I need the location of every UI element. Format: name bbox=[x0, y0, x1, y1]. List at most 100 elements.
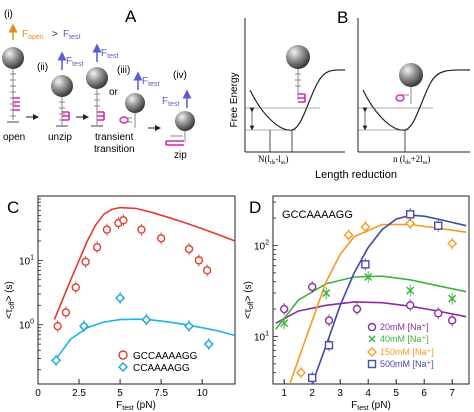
panel-b-ylabel: Free Energy bbox=[229, 72, 240, 127]
data-point-2-2 bbox=[360, 221, 371, 232]
legend-c-label-0: GCCAAAAGG bbox=[133, 351, 198, 362]
data-point-3-0 bbox=[308, 373, 317, 383]
step-label-iii: (iii) bbox=[117, 65, 130, 76]
data-point-1-2 bbox=[364, 272, 373, 282]
y-tick-label: 101 bbox=[19, 254, 34, 267]
panel-a: A (i) Fopen > Ftest open (ii) Ftest unzi… bbox=[2, 7, 195, 161]
legend-d-marker-0 bbox=[367, 322, 377, 332]
data-point-0-10 bbox=[184, 244, 194, 254]
series-line-7 bbox=[311, 214, 467, 384]
data-point-1-3 bbox=[141, 314, 152, 325]
data-point-3-4 bbox=[434, 221, 443, 230]
force-open-label: Fopen bbox=[22, 29, 44, 41]
x-tick-label: 5 bbox=[117, 388, 123, 399]
state-zip: zip bbox=[174, 150, 187, 161]
data-point-3-1 bbox=[324, 341, 334, 350]
panel-c-plot-frame bbox=[37, 195, 236, 385]
panel-b-tick-right: n (lds+2lss) bbox=[393, 154, 430, 166]
data-point-2-0 bbox=[296, 367, 306, 378]
panel-a-letter: A bbox=[125, 7, 137, 26]
gt-sign: > bbox=[52, 29, 58, 40]
state-open: open bbox=[3, 132, 25, 143]
state-transition: transition bbox=[94, 144, 135, 155]
svg-text:Ftest: Ftest bbox=[101, 48, 118, 60]
svg-text:Ftest: Ftest bbox=[162, 96, 179, 108]
data-point-0-9 bbox=[156, 234, 166, 243]
x-tick-label: 2.5 bbox=[72, 388, 86, 399]
data-point-1-1 bbox=[322, 289, 331, 298]
hairpin-unzip bbox=[62, 111, 70, 121]
data-point-0-4 bbox=[406, 301, 415, 310]
svg-text:Ftest: Ftest bbox=[142, 76, 159, 88]
svg-text:Ftest: Ftest bbox=[66, 56, 83, 68]
panel-d-plot-frame bbox=[272, 195, 470, 385]
legend-d-label-0: 20mM [Na⁺] bbox=[380, 322, 429, 332]
step-label-ii: (ii) bbox=[37, 62, 48, 73]
data-point-0-5 bbox=[434, 309, 443, 318]
data-point-0-6 bbox=[448, 316, 457, 325]
panel-d-xlabel: Ftest (pN) bbox=[351, 400, 391, 412]
data-point-0-12 bbox=[202, 266, 212, 275]
legend-c-label-1: CCAAAAGG bbox=[133, 363, 190, 374]
data-point-0-1 bbox=[308, 282, 317, 292]
data-point-0-8 bbox=[137, 225, 146, 234]
data-point-1-0 bbox=[280, 319, 289, 328]
bead-open bbox=[2, 47, 24, 69]
or-label: or bbox=[109, 87, 119, 98]
hairpin-zip bbox=[166, 140, 184, 146]
data-point-1-5 bbox=[203, 339, 214, 350]
data-point-1-0 bbox=[51, 355, 62, 366]
data-point-0-1 bbox=[61, 308, 71, 317]
hairpin-open bbox=[13, 97, 20, 111]
legend-d-label-3: 500mM [Na⁺] bbox=[380, 359, 434, 369]
series-line-2 bbox=[53, 206, 235, 320]
data-point-0-3 bbox=[352, 304, 362, 314]
data-point-2-4 bbox=[447, 238, 458, 249]
legend-d-marker-2 bbox=[367, 347, 377, 357]
data-point-0-2 bbox=[324, 316, 334, 325]
data-point-2-3 bbox=[405, 218, 416, 229]
panel-c-xlabel: Ftest (pN) bbox=[116, 400, 156, 412]
legend-c-marker-1 bbox=[118, 362, 128, 372]
data-point-0-5 bbox=[102, 225, 112, 234]
x-tick-label: 7 bbox=[449, 388, 455, 399]
x-tick-label: 4 bbox=[365, 388, 371, 399]
data-point-0-0 bbox=[53, 321, 62, 331]
data-point-0-4 bbox=[92, 243, 102, 252]
data-point-0-3 bbox=[81, 257, 90, 266]
legend-d-marker-3 bbox=[367, 359, 377, 369]
x-tick-label: 6 bbox=[421, 388, 427, 399]
x-tick-label: 7.5 bbox=[154, 388, 168, 399]
data-point-2-1 bbox=[343, 230, 354, 241]
panel-c: C <τoff> (s) 0 2.5 5 7.5 10 100 101 Ftest (pN… bbox=[4, 195, 236, 412]
energy-curve-left bbox=[249, 69, 346, 131]
bead-transient bbox=[86, 67, 108, 89]
x-tick-label: 10 bbox=[197, 388, 209, 399]
data-point-3-2 bbox=[361, 260, 370, 269]
state-unzip: unzip bbox=[48, 132, 72, 143]
step-label-i: (i) bbox=[4, 9, 13, 20]
panel-d-sequence-label: GCCAAAAGG bbox=[282, 209, 353, 221]
series-line-6 bbox=[289, 223, 467, 384]
data-point-0-11 bbox=[194, 256, 204, 265]
data-point-1-2 bbox=[115, 293, 126, 304]
panel-b-xlabel: Length reduction bbox=[315, 169, 397, 181]
panel-b-tick-left: N(lds-lss) bbox=[258, 154, 289, 166]
panel-d-ylabel: <τoff> (s) bbox=[243, 281, 255, 319]
series-line-4 bbox=[275, 301, 467, 324]
panel-b: B Free Energy N(lds-lss) n (lds+2lss) Le… bbox=[229, 8, 471, 181]
y-tick-label: 102 bbox=[254, 239, 269, 252]
data-point-1-1 bbox=[78, 321, 89, 332]
data-point-1-3 bbox=[406, 286, 415, 295]
x-tick-label: 3 bbox=[337, 388, 343, 399]
bead-unzip bbox=[51, 75, 73, 97]
x-tick-label: 0 bbox=[35, 388, 41, 399]
dna-open bbox=[10, 69, 16, 120]
data-point-0-0 bbox=[280, 304, 289, 314]
panel-d-letter: D bbox=[249, 198, 261, 217]
data-point-1-4 bbox=[184, 321, 195, 332]
data-point-3-3 bbox=[406, 210, 415, 219]
force-test-label: Ftest bbox=[63, 29, 80, 41]
panel-b-letter: B bbox=[337, 8, 348, 27]
